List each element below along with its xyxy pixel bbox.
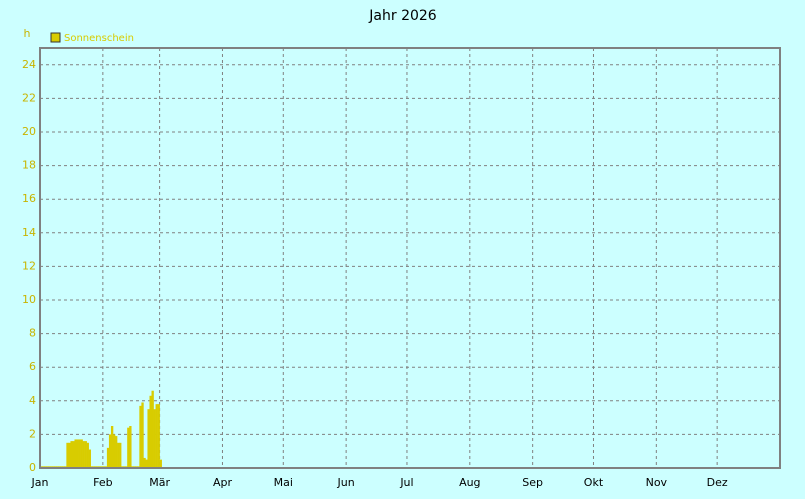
x-tick-label: Okt (584, 476, 604, 489)
x-tick-label: Apr (213, 476, 233, 489)
y-tick-label: 12 (22, 259, 36, 272)
bar (139, 405, 142, 468)
bar (112, 434, 116, 468)
bar (141, 402, 144, 468)
plot-border (39, 47, 781, 469)
bar (151, 390, 154, 468)
bar (119, 442, 122, 468)
x-tick-label: Dez (707, 476, 728, 489)
y-tick-label: 0 (29, 461, 36, 474)
y-tick-label: 6 (29, 360, 36, 373)
chart-title: Jahr 2026 (368, 8, 437, 24)
x-tick-label: Sep (522, 476, 543, 489)
bar (84, 441, 87, 468)
bar (86, 442, 89, 468)
y-tick-label: 2 (29, 427, 36, 440)
bar (76, 439, 79, 468)
bar (74, 439, 77, 468)
x-tick-label: Nov (646, 476, 668, 489)
bar (127, 427, 130, 468)
bar (159, 459, 162, 468)
bar (66, 442, 69, 468)
bar (68, 442, 71, 468)
bar (155, 404, 158, 468)
y-tick-label: 10 (22, 293, 36, 306)
y-tick-label: 16 (22, 192, 36, 205)
x-tick-label: Mai (274, 476, 293, 489)
y-unit: h (24, 27, 31, 40)
bar (129, 426, 132, 468)
legend-label: Sonnenschein (64, 33, 134, 44)
bar (147, 409, 150, 468)
bar (149, 395, 152, 468)
bar (153, 409, 156, 468)
bar (88, 449, 91, 468)
y-tick-label: 18 (22, 159, 36, 172)
x-tick-label: Jun (337, 476, 355, 489)
bar (72, 441, 75, 468)
x-tick-label: Feb (93, 476, 112, 489)
y-tick-label: 8 (29, 327, 36, 340)
bar (145, 459, 148, 468)
bar (78, 439, 81, 468)
y-tick-label: 22 (22, 91, 36, 104)
y-tick-label: 14 (22, 226, 36, 239)
bar (115, 436, 118, 468)
x-tick-label: Jul (399, 476, 413, 489)
bar (117, 442, 120, 468)
y-tick-label: 24 (22, 58, 36, 71)
legend-swatch (50, 32, 61, 43)
bar (143, 457, 146, 468)
x-tick-label: Jan (31, 476, 49, 489)
bar (106, 447, 110, 468)
bar (82, 441, 85, 468)
bar (157, 404, 160, 468)
x-tick-label: Aug (459, 476, 480, 489)
bar (110, 426, 114, 468)
x-tick-label: Mär (149, 476, 170, 489)
y-tick-label: 20 (22, 125, 36, 138)
bar (108, 434, 112, 468)
bar (80, 439, 83, 468)
bar (70, 441, 73, 468)
y-tick-label: 4 (29, 394, 36, 407)
